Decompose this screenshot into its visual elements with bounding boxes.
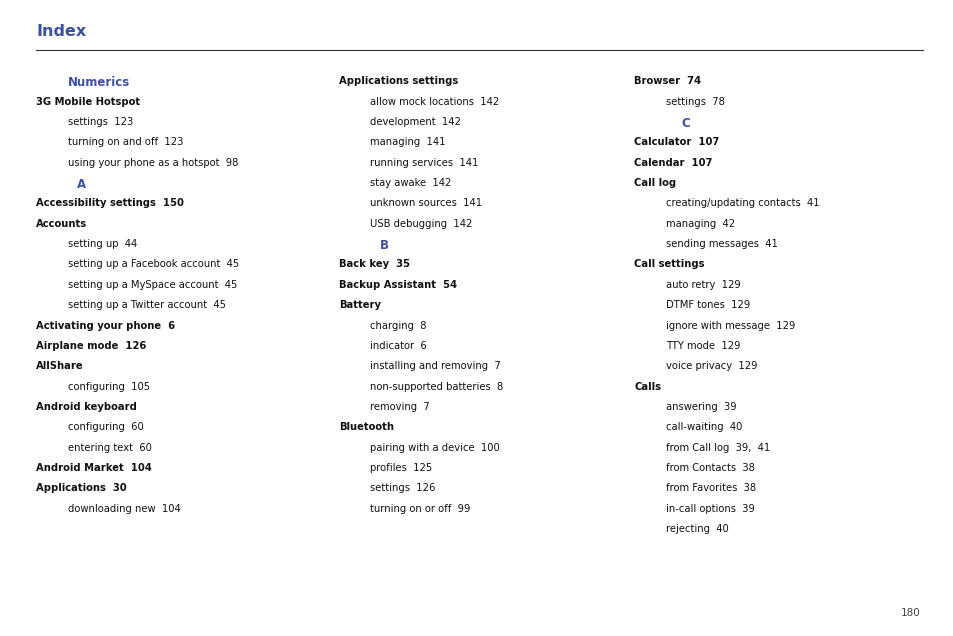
Text: settings  123: settings 123 [68,117,132,127]
Text: setting up a Facebook account  45: setting up a Facebook account 45 [68,259,239,270]
Text: A: A [77,178,86,191]
Text: turning on and off  123: turning on and off 123 [68,137,183,148]
Text: Applications  30: Applications 30 [36,483,127,494]
Text: Calculator  107: Calculator 107 [634,137,719,148]
Text: installing and removing  7: installing and removing 7 [370,361,500,371]
Text: Applications settings: Applications settings [338,76,457,86]
Text: USB debugging  142: USB debugging 142 [370,219,472,229]
Text: using your phone as a hotspot  98: using your phone as a hotspot 98 [68,158,238,168]
Text: indicator  6: indicator 6 [370,341,426,351]
Text: configuring  60: configuring 60 [68,422,143,432]
Text: Calls: Calls [634,382,660,392]
Text: auto retry  129: auto retry 129 [665,280,740,290]
Text: answering  39: answering 39 [665,402,736,412]
Text: Back key  35: Back key 35 [338,259,409,270]
Text: call-waiting  40: call-waiting 40 [665,422,741,432]
Text: development  142: development 142 [370,117,460,127]
Text: Bluetooth: Bluetooth [338,422,394,432]
Text: C: C [680,117,690,130]
Text: DTMF tones  129: DTMF tones 129 [665,300,749,310]
Text: Android Market  104: Android Market 104 [36,463,152,473]
Text: charging  8: charging 8 [370,321,426,331]
Text: unknown sources  141: unknown sources 141 [370,198,482,209]
Text: Call settings: Call settings [634,259,704,270]
Text: 180: 180 [900,608,920,618]
Text: Android keyboard: Android keyboard [36,402,137,412]
Text: downloading new  104: downloading new 104 [68,504,180,514]
Text: pairing with a device  100: pairing with a device 100 [370,443,499,453]
Text: Airplane mode  126: Airplane mode 126 [36,341,147,351]
Text: profiles  125: profiles 125 [370,463,432,473]
Text: Browser  74: Browser 74 [634,76,700,86]
Text: creating/updating contacts  41: creating/updating contacts 41 [665,198,819,209]
Text: in-call options  39: in-call options 39 [665,504,754,514]
Text: settings  126: settings 126 [370,483,436,494]
Text: setting up a Twitter account  45: setting up a Twitter account 45 [68,300,226,310]
Text: Index: Index [36,24,87,39]
Text: running services  141: running services 141 [370,158,478,168]
Text: sending messages  41: sending messages 41 [665,239,777,249]
Text: AllShare: AllShare [36,361,84,371]
Text: stay awake  142: stay awake 142 [370,178,451,188]
Text: from Contacts  38: from Contacts 38 [665,463,754,473]
Text: managing  141: managing 141 [370,137,445,148]
Text: 3G Mobile Hotspot: 3G Mobile Hotspot [36,97,140,107]
Text: Calendar  107: Calendar 107 [634,158,712,168]
Text: Accessibility settings  150: Accessibility settings 150 [36,198,184,209]
Text: Call log: Call log [634,178,676,188]
Text: setting up  44: setting up 44 [68,239,137,249]
Text: Activating your phone  6: Activating your phone 6 [36,321,175,331]
Text: turning on or off  99: turning on or off 99 [370,504,470,514]
Text: allow mock locations  142: allow mock locations 142 [370,97,498,107]
Text: ignore with message  129: ignore with message 129 [665,321,795,331]
Text: from Call log  39,  41: from Call log 39, 41 [665,443,769,453]
Text: setting up a MySpace account  45: setting up a MySpace account 45 [68,280,237,290]
Text: Numerics: Numerics [68,76,130,89]
Text: managing  42: managing 42 [665,219,734,229]
Text: from Favorites  38: from Favorites 38 [665,483,755,494]
Text: entering text  60: entering text 60 [68,443,152,453]
Text: removing  7: removing 7 [370,402,430,412]
Text: configuring  105: configuring 105 [68,382,150,392]
Text: TTY mode  129: TTY mode 129 [665,341,740,351]
Text: non-supported batteries  8: non-supported batteries 8 [370,382,503,392]
Text: voice privacy  129: voice privacy 129 [665,361,757,371]
Text: Backup Assistant  54: Backup Assistant 54 [338,280,456,290]
Text: B: B [379,239,388,252]
Text: settings  78: settings 78 [665,97,724,107]
Text: rejecting  40: rejecting 40 [665,524,728,534]
Text: Battery: Battery [338,300,380,310]
Text: Accounts: Accounts [36,219,88,229]
